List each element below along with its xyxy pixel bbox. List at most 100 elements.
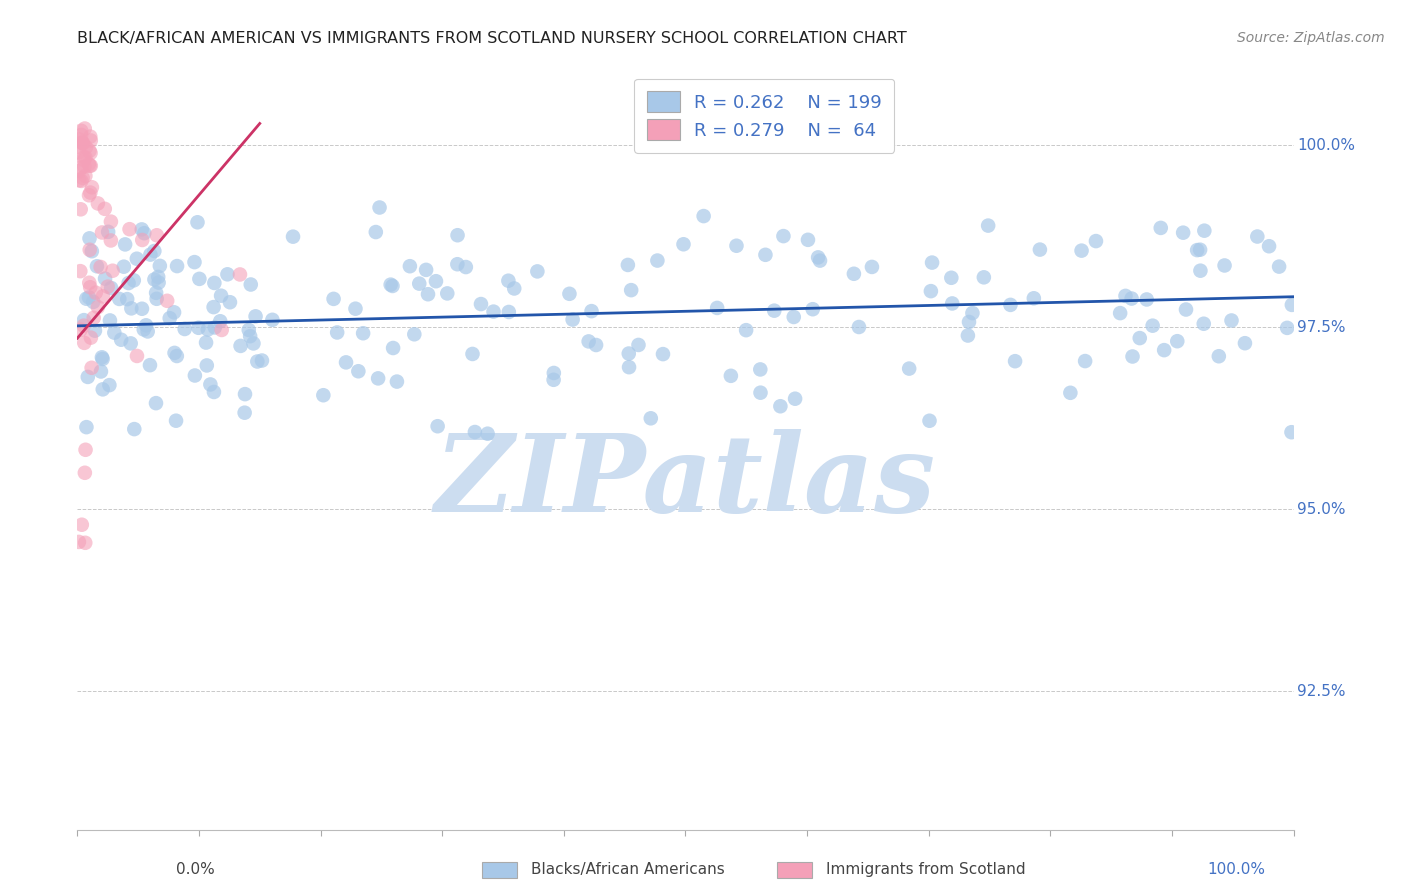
Point [772, 229, 794, 244]
Point [352, 326, 374, 341]
Point [125, 349, 148, 363]
Point [75, 140, 97, 154]
Point [503, 281, 526, 295]
Point [1275, 321, 1298, 335]
Point [620, 283, 643, 297]
Text: 100.0%: 100.0% [1208, 863, 1265, 877]
Point [148, 276, 170, 290]
Point [238, 323, 260, 337]
Point [1070, 244, 1092, 258]
Point [217, 268, 239, 282]
Point [80, 133, 103, 147]
Point [1258, 239, 1281, 253]
Point [769, 399, 792, 413]
Point [131, 222, 153, 236]
Point [77, 157, 100, 171]
Point [416, 287, 439, 301]
Point [202, 276, 225, 290]
Text: 97.5%: 97.5% [1298, 320, 1346, 334]
Point [446, 257, 468, 271]
Point [125, 252, 148, 266]
Point [368, 201, 391, 215]
Point [647, 253, 669, 268]
Point [1129, 331, 1152, 345]
Point [100, 214, 122, 228]
Point [148, 269, 170, 284]
Point [558, 286, 581, 301]
Point [72, 170, 94, 185]
Point [124, 422, 146, 436]
Point [73, 313, 96, 327]
Point [80, 244, 103, 259]
Point [97, 225, 120, 239]
Point [848, 320, 870, 334]
Text: BLACK/AFRICAN AMERICAN VS IMMIGRANTS FROM SCOTLAND NURSERY SCHOOL CORRELATION CH: BLACK/AFRICAN AMERICAN VS IMMIGRANTS FRO… [77, 31, 907, 46]
Point [692, 209, 714, 223]
Point [860, 260, 883, 274]
Point [446, 228, 468, 243]
Point [183, 255, 205, 269]
Point [120, 301, 142, 316]
Legend: R = 0.262    N = 199, R = 0.279    N =  64: R = 0.262 N = 199, R = 0.279 N = 64 [634, 78, 894, 153]
Point [344, 301, 367, 316]
Point [77, 188, 100, 202]
Point [209, 289, 232, 303]
Point [204, 320, 226, 334]
Point [145, 285, 167, 300]
Point [956, 328, 979, 343]
Point [69, 264, 91, 278]
Point [136, 325, 159, 339]
Point [108, 292, 131, 306]
Point [543, 373, 565, 387]
Point [67, 132, 90, 146]
Point [79, 146, 101, 161]
Text: Source: ZipAtlas.com: Source: ZipAtlas.com [1237, 31, 1385, 45]
Point [918, 414, 941, 428]
Point [80, 159, 103, 173]
Point [75, 536, 97, 550]
Point [75, 169, 97, 183]
Point [90, 364, 112, 378]
Point [139, 358, 162, 372]
Point [135, 318, 157, 333]
Point [82, 294, 104, 309]
Point [461, 347, 484, 361]
Point [67, 140, 90, 154]
Point [640, 411, 662, 425]
Point [364, 225, 387, 239]
Point [94, 202, 117, 216]
Point [399, 259, 422, 273]
Point [97, 279, 120, 293]
Point [76, 370, 98, 384]
Point [808, 253, 831, 268]
Point [482, 304, 505, 318]
Point [79, 231, 101, 245]
Point [381, 279, 404, 293]
Point [84, 285, 107, 300]
Point [585, 338, 607, 352]
Point [149, 259, 172, 273]
Point [617, 360, 640, 375]
Point [652, 347, 675, 361]
Point [281, 229, 304, 244]
Point [1268, 260, 1291, 274]
Point [72, 136, 94, 151]
Point [312, 388, 335, 402]
Point [763, 303, 786, 318]
Point [70, 517, 93, 532]
Point [1109, 306, 1132, 320]
Point [425, 274, 447, 288]
Point [842, 267, 865, 281]
Point [118, 222, 141, 236]
Point [367, 371, 389, 385]
Point [1189, 263, 1212, 277]
Text: 95.0%: 95.0% [1298, 502, 1346, 516]
Point [184, 368, 207, 383]
Point [617, 346, 640, 360]
Point [1246, 229, 1268, 244]
Point [749, 385, 772, 400]
Point [75, 442, 97, 457]
Point [921, 255, 943, 269]
Point [69, 323, 91, 337]
Point [1208, 349, 1230, 363]
